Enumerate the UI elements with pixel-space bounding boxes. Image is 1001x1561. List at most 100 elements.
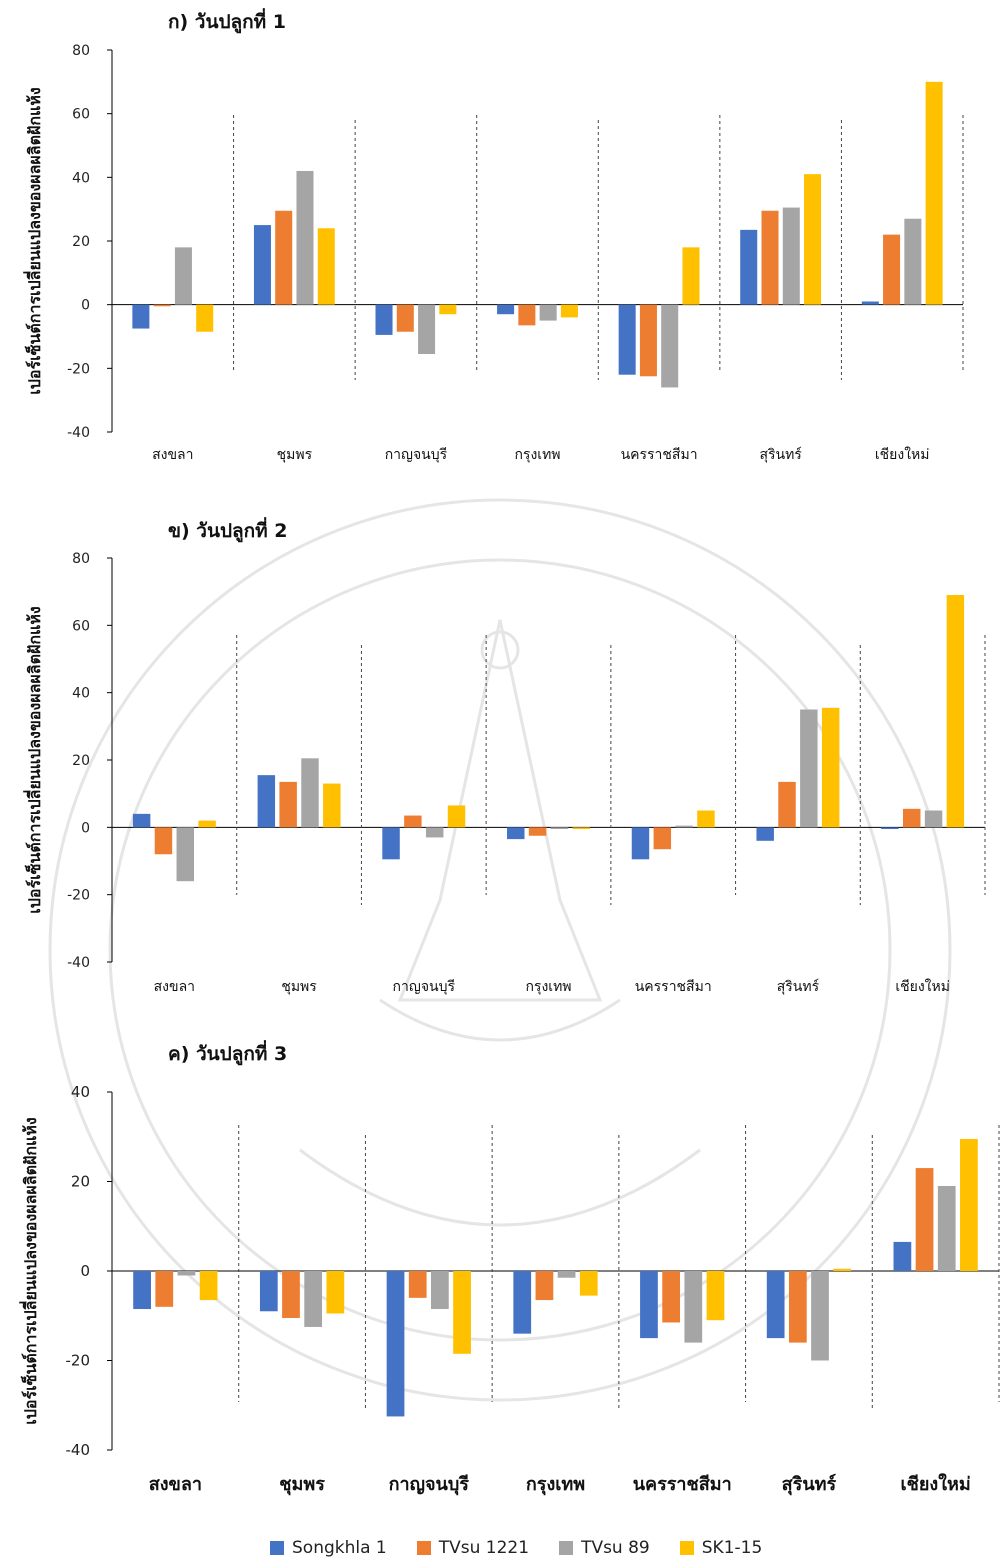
- bar-songkhla-1: [257, 775, 276, 828]
- bar-sk1-15: [323, 783, 341, 828]
- category-label: สงขลา: [149, 1474, 202, 1495]
- y-tick-label: 60: [72, 618, 90, 634]
- y-tick-label: -20: [67, 361, 90, 377]
- bar-tvsu-1221: [408, 1271, 427, 1298]
- bar-tvsu-89: [176, 827, 194, 882]
- bar-songkhla-1: [133, 1271, 151, 1310]
- legend-item-sk1-15: SK1-15: [679, 1538, 763, 1558]
- bar-tvsu-89: [684, 1271, 703, 1343]
- bar-songkhla-1: [497, 304, 515, 315]
- y-tick-label: -40: [67, 425, 90, 441]
- bar-tvsu-1221: [154, 827, 173, 855]
- bar-tvsu-1221: [903, 808, 921, 828]
- chart-panel-2: ข) วันปลูกที่ 2 เปอร์เซ็นต์การเปลี่ยนแปลง…: [23, 517, 986, 995]
- category-label: กรุงเทพ: [526, 1474, 585, 1496]
- y-tick-label: -20: [67, 888, 90, 904]
- bar-tvsu-89: [904, 218, 922, 305]
- bar-sk1-15: [833, 1268, 852, 1271]
- bar-sk1-15: [326, 1271, 345, 1314]
- bar-tvsu-1221: [535, 1271, 554, 1301]
- bar-tvsu-89: [811, 1271, 829, 1361]
- bar-tvsu-89: [418, 304, 436, 355]
- bar-songkhla-1: [740, 229, 758, 305]
- chart-panel-3: ค) วันปลูกที่ 3 เปอร์เซ็นต์การเปลี่ยนแปลง…: [19, 1040, 1000, 1496]
- bar-tvsu-89: [675, 825, 693, 828]
- y-tick-label: 20: [71, 1173, 90, 1191]
- y-tick-label: 80: [72, 43, 90, 59]
- bar-sk1-15: [572, 827, 590, 830]
- chart-panel-1: ก) วันปลูกที่ 1 เปอร์เซ็นต์การเปลี่ยนแปลง…: [23, 8, 964, 463]
- bar-sk1-15: [946, 595, 965, 828]
- bar-tvsu-1221: [518, 304, 536, 326]
- bar-tvsu-89: [431, 1271, 449, 1310]
- category-label: กาญจนบุรี: [393, 979, 456, 995]
- chart-title: ค) วันปลูกที่ 3: [168, 1040, 287, 1066]
- bar-tvsu-1221: [778, 781, 796, 828]
- legend-item-tvsu-1221: TVsu 1221: [416, 1538, 529, 1558]
- bar-sk1-15: [579, 1271, 598, 1296]
- bar-tvsu-1221: [662, 1271, 680, 1323]
- bar-songkhla-1: [631, 827, 650, 860]
- y-tick-label: 60: [72, 107, 90, 123]
- category-label: กาญจนบุรี: [389, 1474, 470, 1496]
- bar-sk1-15: [199, 1271, 218, 1301]
- y-tick-label: -20: [66, 1352, 91, 1370]
- category-label: เชียงใหม่: [895, 978, 950, 995]
- bar-tvsu-89: [924, 810, 943, 828]
- bar-tvsu-1221: [761, 210, 779, 305]
- y-tick-label: 40: [72, 170, 90, 186]
- bar-sk1-15: [682, 247, 700, 305]
- bar-tvsu-89: [937, 1185, 956, 1271]
- legend-label: Songkhla 1: [292, 1538, 387, 1558]
- bar-tvsu-89: [301, 758, 319, 828]
- bar-tvsu-89: [782, 207, 800, 305]
- bar-tvsu-89: [174, 247, 192, 305]
- y-tick-label: 0: [80, 1262, 90, 1280]
- chart-title: ข) วันปลูกที่ 2: [168, 517, 288, 543]
- bar-songkhla-1: [756, 827, 774, 841]
- bar-songkhla-1: [132, 813, 151, 828]
- bar-sk1-15: [447, 805, 466, 828]
- bar-tvsu-1221: [396, 304, 414, 332]
- bar-tvsu-1221: [155, 1271, 174, 1307]
- bar-tvsu-1221: [883, 234, 901, 305]
- bar-sk1-15: [196, 304, 214, 332]
- legend-swatch-tvsu-1221: [416, 1541, 431, 1555]
- legend-swatch-songkhla-1: [270, 1541, 284, 1555]
- y-tick-label: 40: [72, 686, 90, 702]
- bar-tvsu-1221: [915, 1168, 934, 1271]
- bar-sk1-15: [697, 810, 715, 828]
- bar-tvsu-1221: [639, 304, 657, 377]
- bar-tvsu-1221: [528, 827, 547, 836]
- legend-label: SK1-15: [701, 1538, 763, 1558]
- y-tick-label: 80: [72, 551, 90, 567]
- y-axis-label: เปอร์เซ็นต์การเปลี่ยนแปลงของผลผลิตฝักแห้…: [19, 1117, 40, 1424]
- category-label: เชียงใหม่: [875, 446, 930, 463]
- category-label: สงขลา: [152, 447, 193, 463]
- category-label: ชุมพร: [277, 447, 313, 463]
- watermark-seal: [48, 498, 952, 1402]
- bar-tvsu-89: [557, 1271, 576, 1278]
- bar-tvsu-1221: [279, 781, 297, 828]
- category-label: สงขลา: [154, 979, 195, 995]
- bar-tvsu-1221: [282, 1271, 300, 1318]
- legend-item-songkhla-1: Songkhla 1: [270, 1538, 387, 1558]
- bar-tvsu-89: [177, 1271, 196, 1276]
- bar-sk1-15: [317, 228, 335, 305]
- bar-sk1-15: [560, 304, 578, 318]
- bar-songkhla-1: [259, 1271, 278, 1312]
- bar-tvsu-1221: [153, 304, 171, 307]
- bar-tvsu-1221: [788, 1271, 807, 1343]
- legend-label: TVsu 89: [581, 1538, 650, 1558]
- bar-tvsu-89: [550, 827, 569, 830]
- bar-songkhla-1: [881, 827, 899, 830]
- y-tick-label: 0: [81, 820, 90, 836]
- legend: Songkhla 1 TVsu 1221 TVsu 89 SK1-15: [270, 1538, 762, 1558]
- category-label: นครราชสีมา: [635, 979, 712, 995]
- y-tick-label: 40: [71, 1083, 90, 1101]
- bar-songkhla-1: [618, 304, 636, 375]
- bar-sk1-15: [804, 174, 822, 305]
- y-tick-label: -40: [66, 1441, 91, 1459]
- bar-sk1-15: [706, 1271, 725, 1321]
